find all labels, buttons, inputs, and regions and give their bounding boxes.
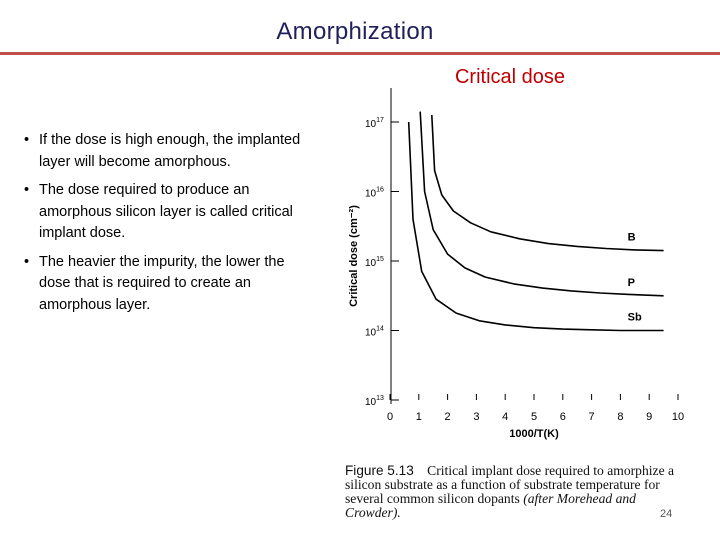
x-tick-label: 1	[416, 411, 422, 423]
bullet-text: The dose required to produce an amorphou…	[39, 182, 293, 241]
slide-title: Amorphization	[276, 18, 434, 45]
y-tick-label: 1013	[365, 395, 384, 408]
y-tick-label: 1017	[365, 117, 384, 130]
series-label-b: B	[628, 232, 636, 244]
bullet-item: • The heavier the impurity, the lower the…	[24, 252, 314, 317]
x-tick-label: 2	[445, 411, 451, 423]
series-line-b	[431, 114, 664, 252]
bullet-marker: •	[24, 182, 30, 198]
x-tick-label: 9	[646, 411, 652, 423]
x-tick-label: 0	[387, 411, 393, 423]
bullet-marker: •	[24, 253, 30, 270]
x-tick-label: 7	[589, 411, 595, 423]
bullet-marker: •	[24, 132, 30, 148]
x-tick-label: 4	[502, 411, 508, 423]
x-tick-label: 5	[531, 411, 537, 423]
series-label-p: P	[628, 277, 635, 289]
title-divider	[0, 52, 720, 55]
series-line-sb	[407, 121, 664, 332]
x-axis-label: 1000/T(K)	[509, 428, 559, 440]
bullet-item: • If the dose is high enough, the implant…	[24, 130, 314, 173]
y-axis-label: Critical dose (cm⁻²)	[348, 205, 360, 307]
caption-text: Critical implant dose required to amorph…	[345, 463, 675, 506]
slide-subtitle: Critical dose	[454, 66, 566, 88]
bullet-text: If the dose is high enough, the implante…	[39, 132, 301, 170]
critical-dose-chart: 1013 1014 1015 1016 1017 0 1 2 3 4 5 6 7 8 9 10 1000/T(K…	[348, 88, 684, 440]
figure-number: Figure 5.13	[345, 463, 414, 478]
y-tick-label: 1014	[365, 326, 384, 339]
bullet-item: • The dose required to produce an amorpho…	[24, 180, 314, 245]
bullet-list: • If the dose is high enough, the implant…	[24, 130, 314, 323]
bullet-text: The heavier the impurity, the lower the …	[39, 253, 285, 313]
y-tick-label: 1015	[365, 256, 384, 269]
x-tick-label: 6	[560, 411, 566, 423]
x-tick-label: 3	[473, 411, 479, 423]
page-number: 24	[660, 508, 673, 520]
x-tick-label: 8	[617, 411, 623, 423]
caption-citation: (after Morehead and Crowder).	[345, 491, 636, 520]
x-tick-label: 10	[672, 411, 684, 423]
series-line-p	[419, 111, 664, 297]
figure-caption: Figure 5.13 Critical implant dose requir…	[345, 464, 690, 520]
y-tick-label: 1016	[365, 187, 384, 200]
series-label-sb: Sb	[628, 312, 642, 324]
